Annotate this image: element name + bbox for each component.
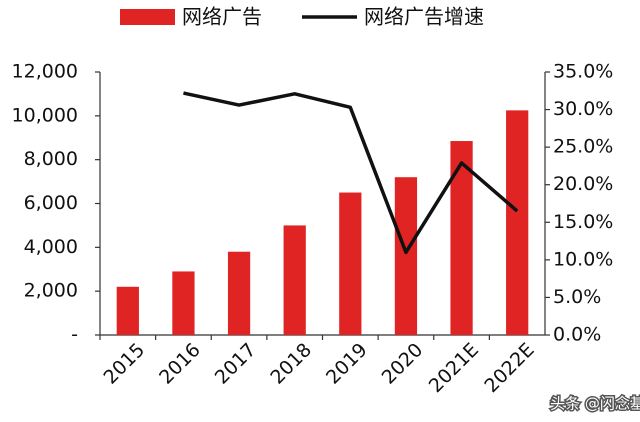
bar (339, 192, 362, 335)
x-tick-label: 2022E (480, 339, 538, 397)
y2-tick-label: 20.0% (553, 173, 613, 195)
x-tick-label: 2015 (99, 339, 149, 389)
bar (227, 251, 251, 335)
y2-tick-label: 0.0% (553, 324, 601, 346)
y2-tick-label: 25.0% (553, 136, 613, 158)
legend-label: 网络广告增速 (364, 5, 484, 29)
x-tick-label: 2017 (211, 339, 261, 389)
legend-swatch (120, 9, 175, 25)
y2-tick-label: 30.0% (553, 98, 613, 120)
y-tick-label: 10,000 (12, 104, 78, 126)
bar (450, 141, 473, 335)
bar (506, 110, 529, 336)
x-tick-label: 2019 (322, 339, 372, 389)
bar (172, 271, 195, 335)
y-tick-label: 12,000 (12, 61, 78, 83)
y2-tick-label: 35.0% (553, 61, 613, 83)
y2-tick-label: 5.0% (553, 286, 601, 308)
watermark: 头条 @闪念基因 (550, 395, 640, 413)
line (183, 91, 519, 255)
x-tick-label: 2021E (425, 339, 483, 397)
y-tick-label: 2,000 (24, 280, 78, 302)
x-tick-label: 2016 (155, 339, 205, 389)
legend-label: 网络广告 (182, 5, 262, 29)
y2-tick-label: 10.0% (553, 248, 613, 270)
y-tick-label: 6,000 (24, 192, 78, 214)
bar (283, 225, 306, 335)
y-tick-label: 4,000 (24, 236, 78, 258)
y2-tick-label: 15.0% (553, 211, 613, 233)
x-tick-label: 2018 (266, 339, 316, 389)
x-tick-label: 2020 (378, 339, 428, 389)
y-tick-label: 8,000 (24, 148, 78, 170)
y-tick-label: - (71, 324, 78, 346)
bar (116, 286, 139, 335)
bar (394, 177, 418, 335)
